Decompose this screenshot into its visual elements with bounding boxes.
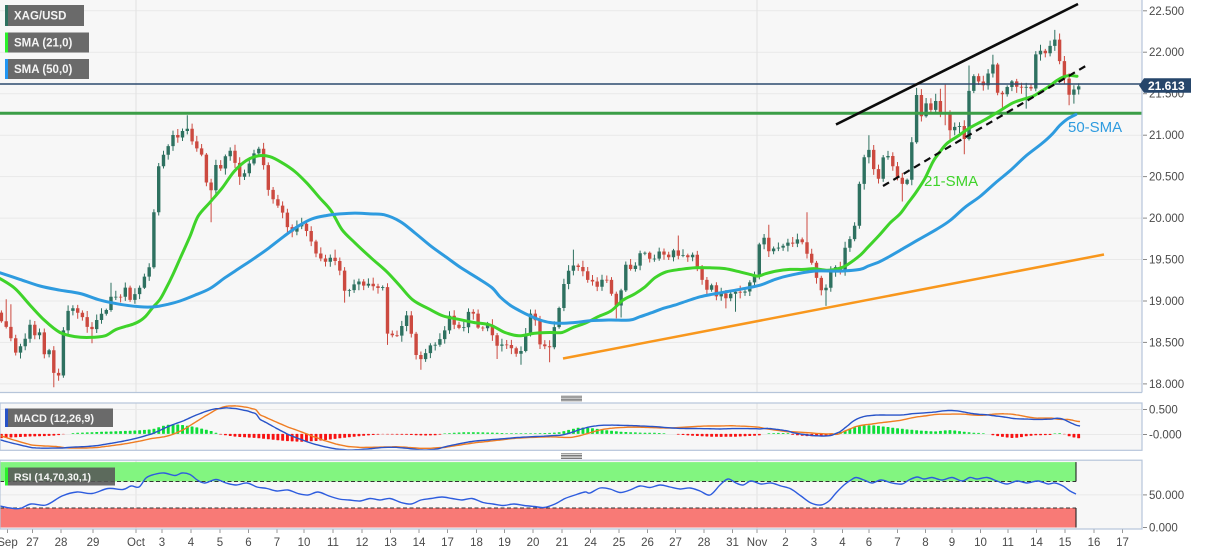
svg-text:14: 14	[413, 537, 426, 549]
svg-text:50.000: 50.000	[1149, 490, 1184, 502]
svg-text:22.000: 22.000	[1149, 47, 1184, 59]
svg-text:50-SMA: 50-SMA	[1068, 119, 1122, 136]
svg-text:3: 3	[811, 537, 817, 549]
svg-text:0.000: 0.000	[1149, 523, 1178, 535]
svg-text:13: 13	[384, 537, 397, 549]
svg-text:18.000: 18.000	[1149, 379, 1184, 391]
svg-text:8: 8	[922, 537, 928, 549]
svg-text:25: 25	[613, 537, 626, 549]
svg-text:15: 15	[1059, 537, 1072, 549]
svg-text:26: 26	[641, 537, 654, 549]
svg-text:21.000: 21.000	[1149, 130, 1184, 142]
svg-text:4: 4	[188, 537, 195, 549]
svg-text:-0.000: -0.000	[1149, 430, 1182, 442]
svg-text:29: 29	[87, 537, 100, 549]
svg-text:21: 21	[556, 537, 569, 549]
svg-text:27: 27	[26, 537, 39, 549]
svg-text:12: 12	[356, 537, 369, 549]
svg-text:7: 7	[894, 537, 900, 549]
svg-text:Sep: Sep	[0, 537, 18, 549]
svg-text:6: 6	[866, 537, 872, 549]
svg-text:Nov: Nov	[747, 537, 768, 549]
svg-text:21.613: 21.613	[1148, 79, 1185, 93]
svg-text:14: 14	[1030, 537, 1043, 549]
svg-text:20.000: 20.000	[1149, 213, 1184, 225]
svg-text:28: 28	[698, 537, 711, 549]
svg-text:21-SMA: 21-SMA	[924, 173, 978, 190]
svg-text:Oct: Oct	[127, 537, 146, 549]
svg-text:19.000: 19.000	[1149, 296, 1184, 308]
svg-text:XAG/USD: XAG/USD	[14, 11, 66, 23]
svg-text:11: 11	[1002, 537, 1014, 549]
svg-text:17: 17	[1116, 537, 1129, 549]
svg-text:22.500: 22.500	[1149, 6, 1184, 18]
svg-text:MACD (12,26,9): MACD (12,26,9)	[14, 413, 94, 425]
svg-text:0.500: 0.500	[1149, 405, 1178, 417]
svg-text:5: 5	[217, 537, 223, 549]
svg-text:18: 18	[470, 537, 483, 549]
svg-text:6: 6	[245, 537, 251, 549]
svg-text:19: 19	[498, 537, 511, 549]
svg-text:RSI (14,70,30,1): RSI (14,70,30,1)	[14, 472, 91, 484]
svg-text:20.500: 20.500	[1149, 172, 1184, 184]
svg-text:10: 10	[298, 537, 311, 549]
svg-text:3: 3	[159, 537, 165, 549]
svg-text:18.500: 18.500	[1149, 337, 1184, 349]
svg-text:28: 28	[55, 537, 68, 549]
svg-text:SMA (21,0): SMA (21,0)	[14, 38, 73, 50]
svg-text:10: 10	[974, 537, 987, 549]
svg-text:20: 20	[527, 537, 540, 549]
svg-text:24: 24	[584, 537, 597, 549]
svg-text:27: 27	[669, 537, 682, 549]
svg-text:SMA (50,0): SMA (50,0)	[14, 64, 73, 76]
svg-text:19.500: 19.500	[1149, 255, 1184, 267]
svg-text:9: 9	[949, 537, 955, 549]
svg-text:16: 16	[1088, 537, 1101, 549]
svg-text:17: 17	[441, 537, 454, 549]
svg-text:4: 4	[839, 537, 846, 549]
svg-text:11: 11	[327, 537, 339, 549]
svg-text:31: 31	[726, 537, 739, 549]
svg-text:2: 2	[782, 537, 788, 549]
svg-text:7: 7	[274, 537, 280, 549]
